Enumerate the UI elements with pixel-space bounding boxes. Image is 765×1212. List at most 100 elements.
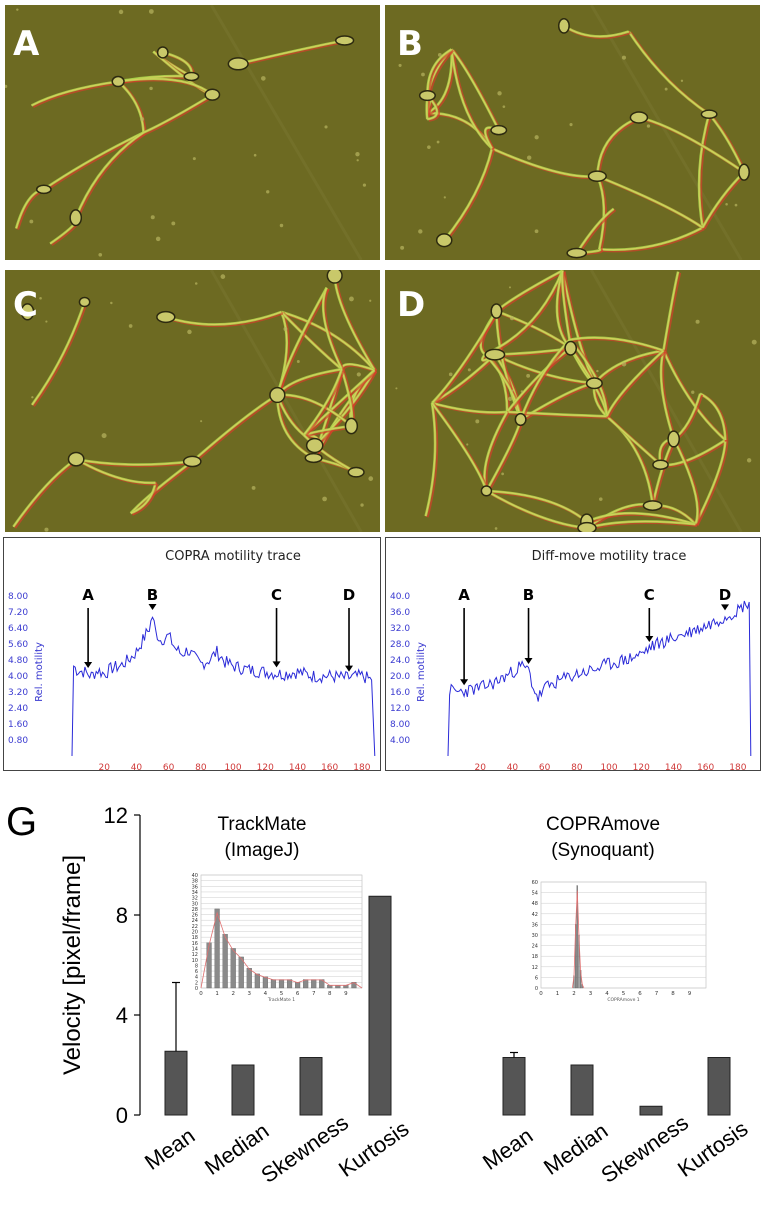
inset-fit-curve xyxy=(572,890,585,989)
marker-label: A xyxy=(458,586,470,604)
neurite xyxy=(426,49,455,121)
debris xyxy=(395,387,398,390)
debris xyxy=(44,527,49,532)
debris xyxy=(283,327,288,332)
neurite xyxy=(43,132,144,190)
debris xyxy=(16,8,19,11)
neurite xyxy=(76,458,193,466)
inset-x-label: TrackMate 1 xyxy=(267,997,295,1003)
debris xyxy=(29,219,34,224)
category-label: Skewness xyxy=(256,1110,352,1188)
debris xyxy=(149,86,153,91)
debris xyxy=(475,419,480,424)
neurite xyxy=(165,311,282,326)
y-tick-label: 3.20 xyxy=(8,688,28,698)
inset-y-tick: 36 xyxy=(192,884,198,890)
cell-body xyxy=(642,500,663,511)
neurite xyxy=(506,347,572,413)
debris xyxy=(39,296,42,300)
inset-y-tick: 0 xyxy=(195,986,198,992)
cell-body xyxy=(418,89,436,102)
y-tick-label: 4.80 xyxy=(8,656,28,666)
y-tick-label: 8 xyxy=(116,903,128,928)
debris xyxy=(148,9,154,14)
neurite xyxy=(431,402,487,492)
neurite xyxy=(586,512,696,525)
y-tick-label: 12.0 xyxy=(390,704,410,714)
inset-y-tick: 28 xyxy=(192,907,198,913)
y-tick-label: 28.0 xyxy=(390,640,410,650)
debris xyxy=(467,368,471,372)
y-tick-label: 8.00 xyxy=(390,720,410,730)
inset-y-tick: 10 xyxy=(192,958,198,964)
y-axis-label: Velocity [pixel/frame] xyxy=(59,855,86,1075)
debris xyxy=(187,329,192,335)
neurite xyxy=(431,310,497,404)
debris xyxy=(725,202,728,206)
marker-label: A xyxy=(82,586,94,604)
neurite xyxy=(673,438,699,525)
cell-body xyxy=(700,109,718,120)
marker-arrowhead xyxy=(272,661,281,668)
cell-body xyxy=(111,75,125,88)
trace-ylabel: Rel. motility xyxy=(416,642,427,702)
cell-body xyxy=(67,451,85,467)
neurite xyxy=(118,78,213,96)
inset-y-tick: 38 xyxy=(192,879,198,885)
y-tick-label: 0 xyxy=(116,1103,128,1128)
cell-body xyxy=(557,17,570,34)
x-tick-label: 140 xyxy=(289,763,306,772)
cell-body xyxy=(35,184,52,195)
inset-y-tick: 14 xyxy=(192,946,198,952)
debris xyxy=(98,252,103,257)
neurite xyxy=(698,114,710,228)
inset-y-tick: 32 xyxy=(192,896,198,902)
debris xyxy=(360,503,364,507)
inset-bar xyxy=(222,934,228,989)
x-tick-label: 80 xyxy=(571,763,583,772)
inset-x-tick: 3 xyxy=(589,991,593,997)
inset-x-tick: 6 xyxy=(296,991,300,997)
neurite xyxy=(662,271,679,351)
neurite xyxy=(507,411,607,417)
inset-x-tick: 6 xyxy=(638,991,642,997)
marker-label: B xyxy=(523,586,534,604)
neurite xyxy=(281,311,375,371)
debris xyxy=(31,396,34,399)
neurite xyxy=(276,287,328,396)
micrograph-streak xyxy=(589,5,743,260)
marker-arrowhead xyxy=(645,636,654,642)
inset-x-tick: 8 xyxy=(328,991,332,997)
debris xyxy=(511,389,514,392)
trace-panel-e: COPRA motility trace Rel. motility 0.80 1.6… xyxy=(3,537,381,772)
inset-x-tick: 8 xyxy=(671,991,675,997)
y-tick-label: 36.0 xyxy=(390,608,410,618)
neurite xyxy=(75,458,156,484)
cell-body xyxy=(183,71,200,82)
micrograph-background xyxy=(5,5,380,260)
neurite xyxy=(304,369,345,438)
debris xyxy=(646,124,651,128)
debris xyxy=(695,319,700,324)
neurite xyxy=(31,301,86,406)
debris xyxy=(322,496,327,502)
cell-body xyxy=(269,386,286,404)
debris xyxy=(751,339,757,345)
panel-label-d: D xyxy=(397,285,426,325)
inset-x-tick: 2 xyxy=(572,991,576,997)
neurite xyxy=(576,208,614,254)
category-label: Mean xyxy=(478,1123,537,1175)
cell-body xyxy=(652,459,669,470)
category-label: Skewness xyxy=(596,1110,692,1188)
bar xyxy=(164,1050,188,1116)
inset-y-tick: 8 xyxy=(195,963,198,969)
inset-y-tick: 20 xyxy=(192,930,198,936)
x-tick-label: 80 xyxy=(195,763,207,772)
y-tick-label: 7.20 xyxy=(8,608,28,618)
panel-label-c: C xyxy=(13,285,38,325)
inset-x-label: COPRAmove 1 xyxy=(607,997,639,1003)
debris xyxy=(356,159,359,162)
marker-label: D xyxy=(343,586,355,604)
neurite xyxy=(606,350,664,417)
